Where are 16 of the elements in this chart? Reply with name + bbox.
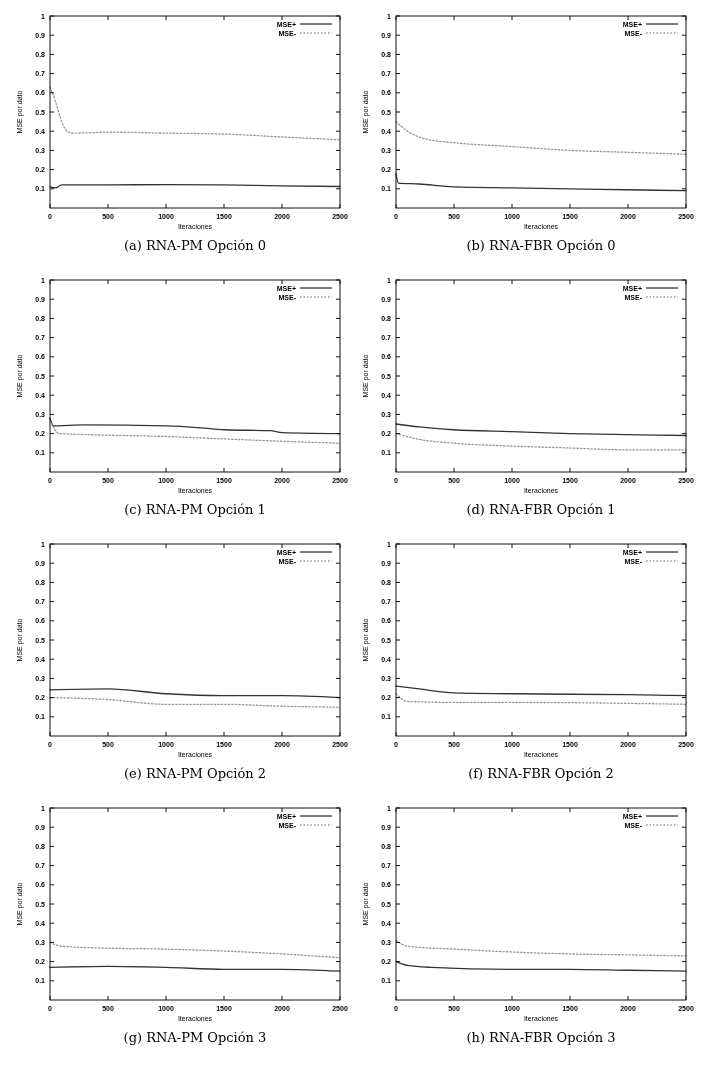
text: (c) RNA-PM Opción 1 [124, 502, 266, 517]
text: (d) RNA-FBR Opción 1 [466, 502, 616, 517]
text: (h) RNA-FBR Opción 3 [466, 1030, 616, 1045]
line-series [395, 120, 687, 155]
text: (e) RNA-PM Opción 2 [123, 766, 267, 781]
line-series [395, 693, 687, 705]
line-series [395, 685, 687, 697]
line-series [395, 423, 687, 437]
text: (g) RNA-PM Opción 3 [123, 1030, 267, 1045]
line-series [395, 939, 687, 957]
text: (b) RNA-FBR Opción 0 [466, 238, 616, 253]
text: (f) RNA-FBR Opción 2 [468, 766, 614, 781]
line-series [395, 432, 687, 451]
line-series [395, 960, 687, 972]
line-series [49, 941, 341, 959]
text: (a) RNA-PM Opción 0 [123, 238, 267, 253]
